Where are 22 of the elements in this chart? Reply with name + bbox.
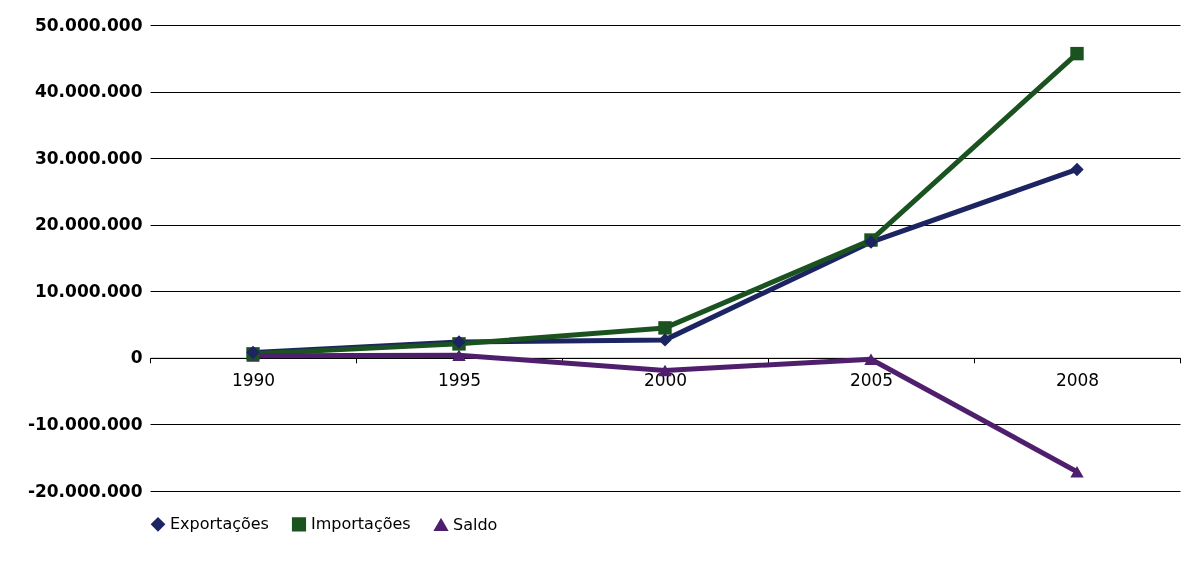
legend-label: Exportações <box>170 514 269 534</box>
y-tick-label: 40.000.000 <box>34 81 143 102</box>
point <box>452 349 466 361</box>
point <box>658 321 672 335</box>
y-tick-label: 20.000.000 <box>34 214 143 235</box>
y-tick-label: 0 <box>130 347 143 368</box>
x-tick-label: 1990 <box>231 370 276 391</box>
point <box>1070 46 1084 61</box>
x-tick-label: 1995 <box>437 370 482 391</box>
legend-label: Saldo <box>453 514 498 534</box>
point <box>658 333 672 347</box>
y-tick-label: 30.000.000 <box>34 147 143 168</box>
x-tick-label: 2005 <box>849 370 894 391</box>
y-tick-label: -20.000.000 <box>27 480 143 501</box>
x-tick-label: 2008 <box>1055 370 1100 391</box>
point <box>864 353 878 365</box>
point <box>1070 162 1084 177</box>
y-tick-label: -10.000.000 <box>27 413 143 434</box>
legend-label: Importações <box>311 514 411 534</box>
point <box>1070 465 1084 478</box>
y-tick-label: 10.000.000 <box>34 280 143 301</box>
y-tick-label: 50.000.000 <box>34 14 143 35</box>
